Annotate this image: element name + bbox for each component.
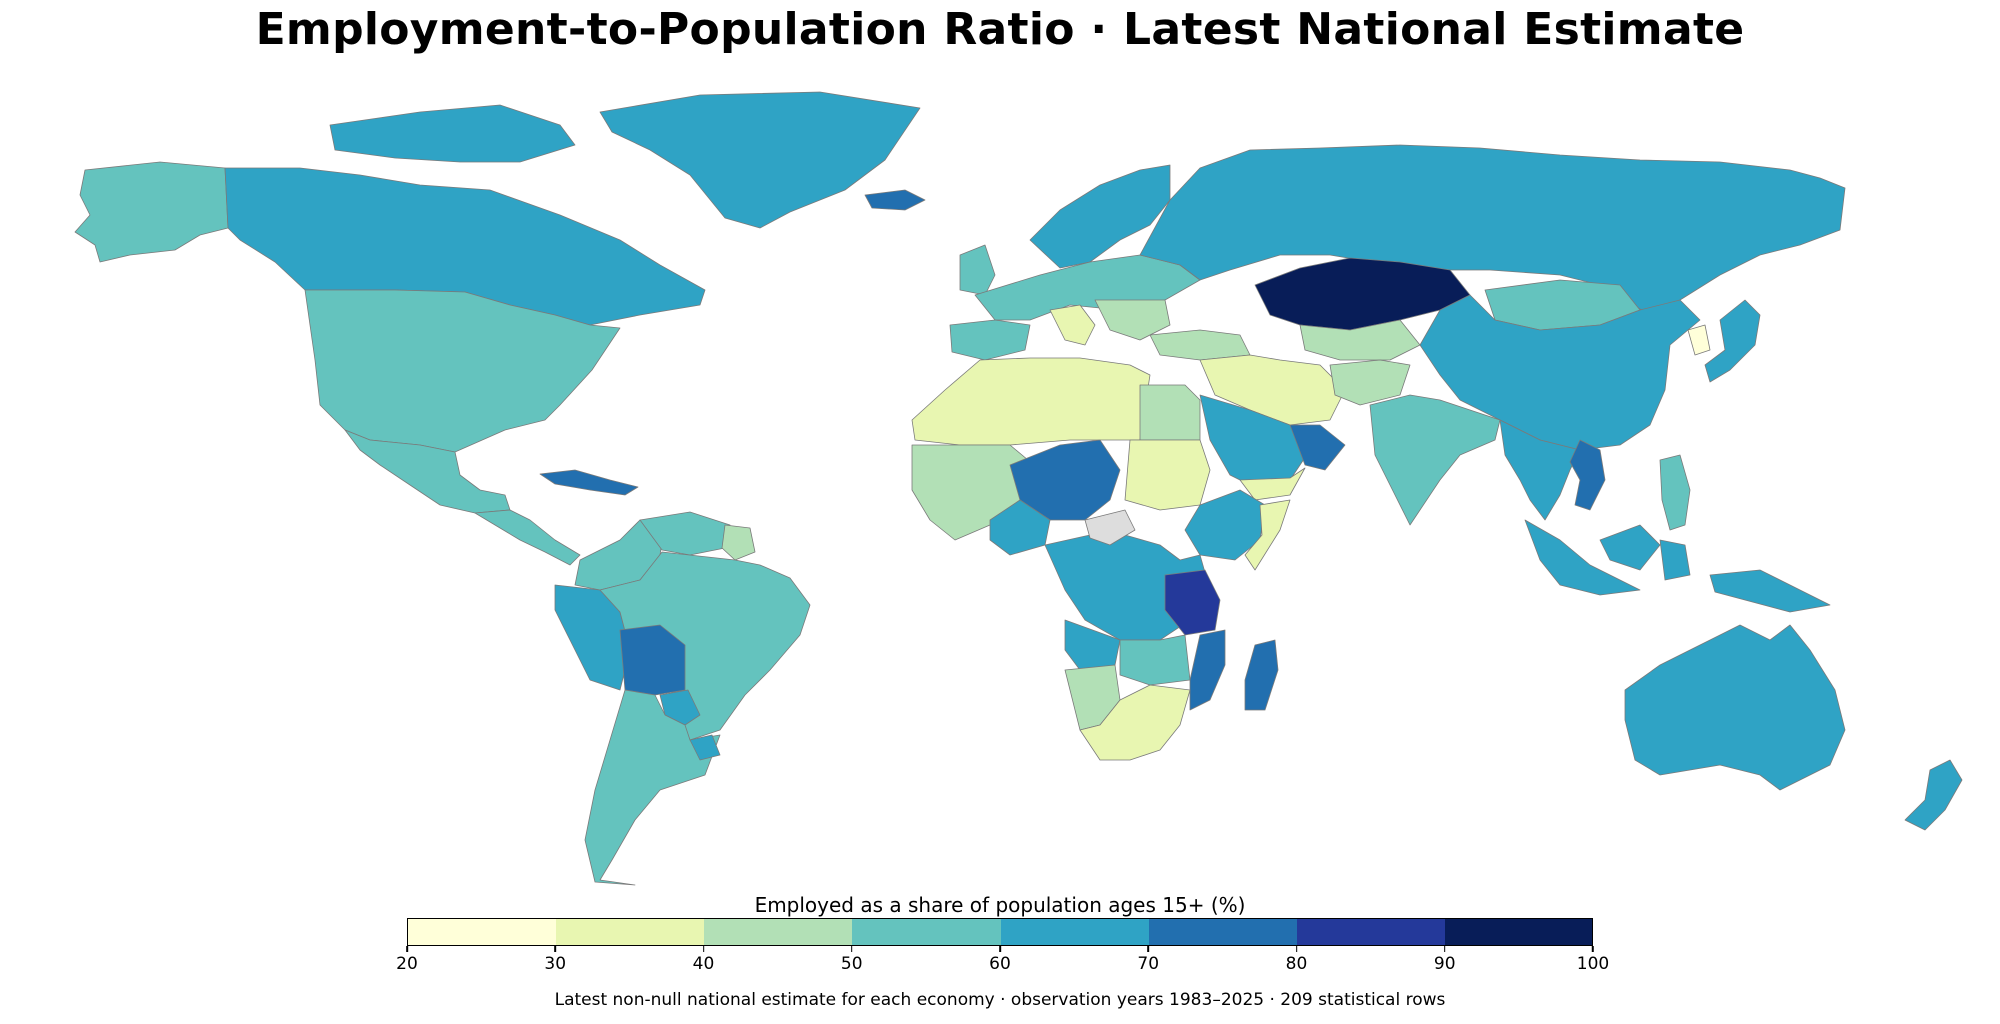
colorbar-bin [852,919,1001,945]
colorbar-tick-label: 50 [841,946,863,974]
region-car [1084,509,1136,546]
region-oman [1289,424,1346,471]
region-greenland [599,91,921,229]
region-new-zealand [1904,759,1963,831]
region-alaska [74,161,229,263]
region-iberia [949,319,1031,361]
colorbar-tick-label: 70 [1137,946,1159,974]
region-central-america [474,509,581,566]
region-egypt [1139,384,1201,441]
region-papua-new-guinea [1709,569,1831,613]
region-mexico [344,429,511,514]
region-madagascar [1244,639,1279,711]
region-balkans [1094,299,1171,341]
region-united-states [304,289,621,453]
colorbar-tick-label: 100 [1577,946,1609,974]
region-tanzania [1164,569,1221,636]
region-turkey [1149,329,1251,361]
region-canada [224,167,706,326]
region-north-africa [911,357,1151,446]
colorbar-tick-label: 80 [1286,946,1308,974]
region-cuba [539,469,639,496]
region-indonesia [1524,519,1691,596]
colorbar-title: Employed as a share of population ages 1… [754,893,1246,917]
region-uk [959,244,996,296]
region-southeast-asia [1499,419,1581,521]
colorbar-bin [408,919,557,945]
colorbar-tick-label: 30 [544,946,566,974]
region-middle-east [1199,354,1346,426]
colorbar-bin [1444,919,1592,945]
region-central-asia [1299,319,1421,361]
world-choropleth-map [74,91,1963,886]
region-philippines [1659,454,1691,531]
colorbar-tick-label: 40 [693,946,715,974]
region-iceland [864,189,926,211]
region-russia [1139,144,1846,316]
region-guyana [721,524,756,561]
region-italy [1049,304,1096,346]
region-australia [1624,624,1846,791]
region-zambia [1119,634,1191,686]
region-india [1369,394,1501,526]
region-paraguay [659,689,701,726]
region-uruguay [689,734,721,761]
map-footnote: Latest non-null national estimate for ea… [554,990,1446,1010]
colorbar-bin [704,919,853,945]
region-korea [1687,324,1711,356]
map-title: Employment-to-Population Ratio · Latest … [255,4,1745,55]
colorbar-bin [1148,919,1297,945]
region-argentina [584,689,721,886]
colorbar-bin [1296,919,1445,945]
region-ethiopia [1184,489,1266,561]
colorbar-bin [556,919,705,945]
colorbar-tick-label: 90 [1434,946,1456,974]
colorbar-bin [1000,919,1149,945]
region-south-africa [1079,684,1191,761]
colorbar [407,918,1593,946]
region-afghanistan [1329,359,1411,406]
region-yemen [1239,467,1306,501]
colorbar-ticks: 20 30 40 50 60 70 80 90 100 [396,946,1609,976]
region-somalia [1244,499,1291,571]
region-mozambique [1189,629,1226,711]
region-vietnam [1569,439,1606,511]
region-sudan [1124,439,1211,511]
region-arctic-islands [329,104,576,163]
region-japan [1704,299,1761,383]
colorbar-tick-label: 20 [396,946,418,974]
colorbar-tick-label: 60 [989,946,1011,974]
